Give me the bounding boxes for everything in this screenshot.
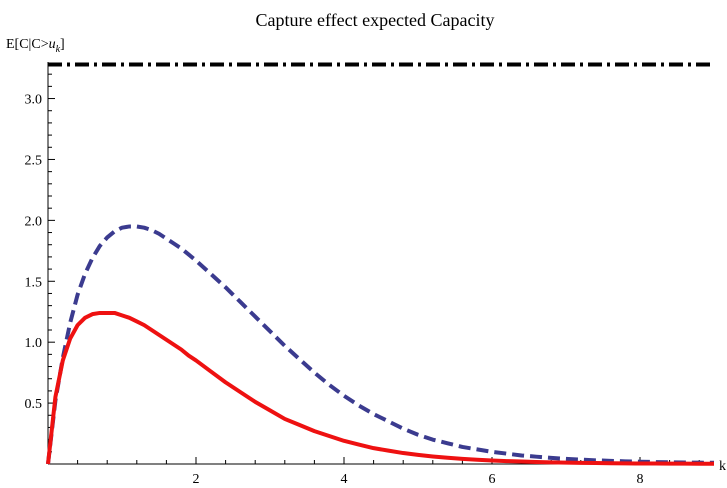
y-tick-label: 1.5	[25, 275, 43, 290]
x-tick-label: 8	[637, 472, 644, 487]
y-tick-label: 2.5	[25, 153, 43, 168]
y-tick-label: 2.0	[25, 214, 43, 229]
y-axis-label: E[C|C>uk]	[6, 37, 65, 55]
y-tick-label: 0.5	[25, 397, 43, 412]
x-tick-label: 6	[489, 472, 496, 487]
x-tick-label: 4	[341, 472, 348, 487]
x-tick-label: 2	[193, 472, 200, 487]
chart-title: Capture effect expected Capacity	[255, 10, 494, 30]
series-line-solid	[46, 310, 714, 466]
x-axis-label: k	[719, 459, 726, 474]
y-tick-label: 1.0	[25, 336, 43, 351]
y-tick-label: 3.0	[25, 93, 43, 108]
series-line-dashed	[46, 224, 715, 465]
